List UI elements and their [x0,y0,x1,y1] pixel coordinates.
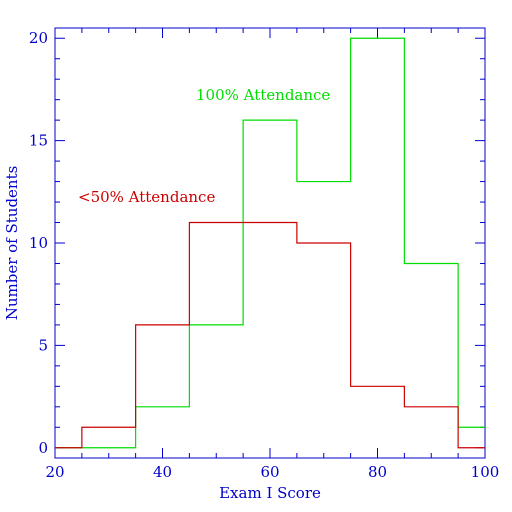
y-tick-label: 10 [29,234,48,252]
x-tick-label: 20 [45,463,64,481]
y-tick-label: 15 [29,132,48,150]
y-tick-label: 20 [29,29,48,47]
annotation-100-attendance: 100% Attendance [196,86,330,104]
x-tick-label: 80 [368,463,387,481]
y-tick-label: 0 [38,439,48,457]
y-tick-labels: 0 5 10 15 20 [29,29,48,457]
minor-ticks [55,28,485,458]
annotation-less-50-attendance: <50% Attendance [78,188,215,206]
x-axis-label: Exam I Score [219,484,321,502]
x-tick-label: 40 [153,463,172,481]
y-tick-label: 5 [38,336,48,354]
series-line-1 [55,221,485,449]
x-tick-label: 100 [471,463,500,481]
series-lines [55,37,485,449]
x-tick-label: 60 [260,463,279,481]
x-tick-labels: 20 40 60 80 100 [45,463,499,481]
y-axis-label: Number of Students [3,166,21,321]
